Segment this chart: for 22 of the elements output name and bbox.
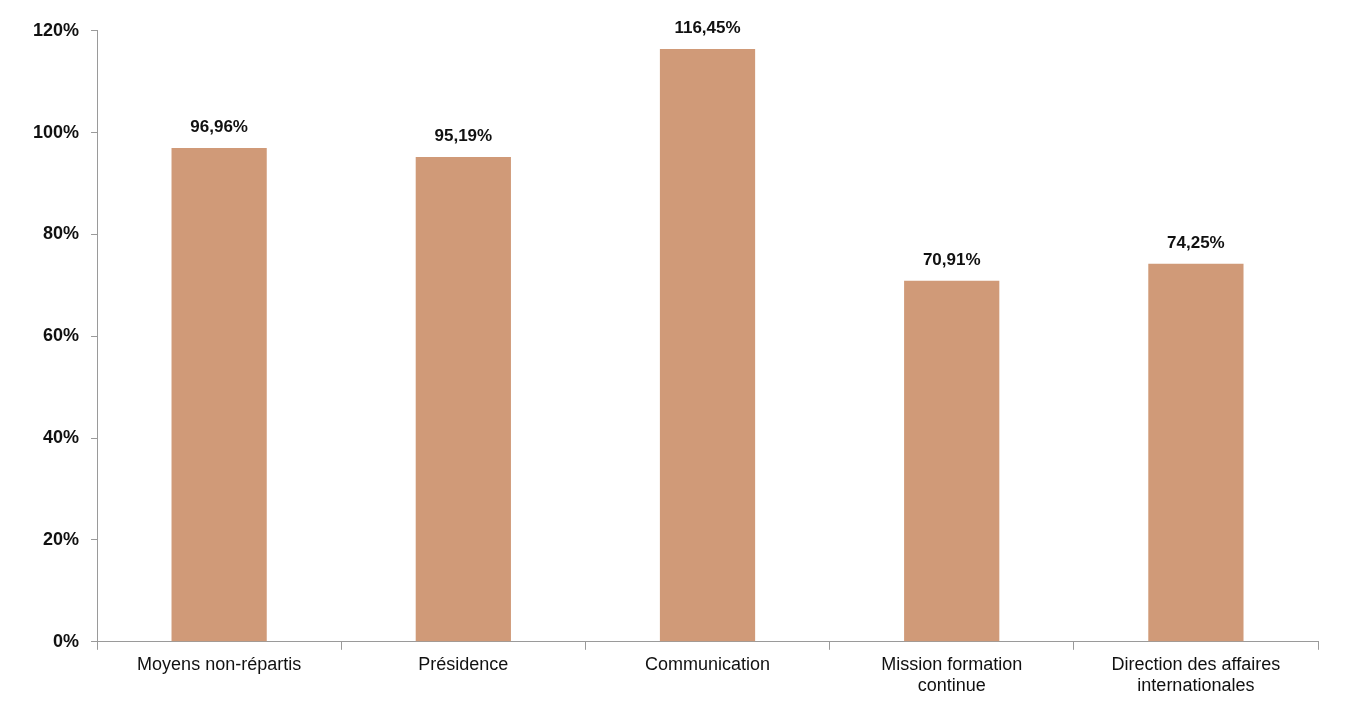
- bar: [904, 280, 1000, 642]
- x-tick-label: Présidence: [418, 653, 509, 674]
- bar: [1148, 263, 1244, 642]
- y-tick-label: 100%: [32, 121, 80, 142]
- y-tick-label: 60%: [43, 325, 80, 346]
- y-tick-label: 80%: [43, 223, 80, 244]
- bar: [171, 148, 267, 642]
- bar: [415, 157, 511, 642]
- x-tick-label: Moyens non-répartis: [137, 653, 302, 674]
- x-tick-label: Direction des affaires internationales: [1111, 653, 1281, 696]
- data-label: 95,19%: [434, 126, 493, 146]
- x-tick-label: Communication: [644, 653, 771, 674]
- bar: [659, 48, 756, 642]
- data-label: 116,45%: [674, 18, 741, 38]
- data-label: 74,25%: [1167, 232, 1225, 252]
- x-tick-label: Mission formation continue: [881, 653, 1023, 696]
- y-tick-label: 0%: [53, 630, 80, 651]
- data-label: 70,91%: [922, 249, 981, 269]
- y-tick-label: 120%: [32, 19, 80, 40]
- y-tick-label: 40%: [43, 427, 80, 448]
- data-label: 96,96%: [190, 117, 248, 137]
- y-tick-label: 20%: [43, 528, 80, 549]
